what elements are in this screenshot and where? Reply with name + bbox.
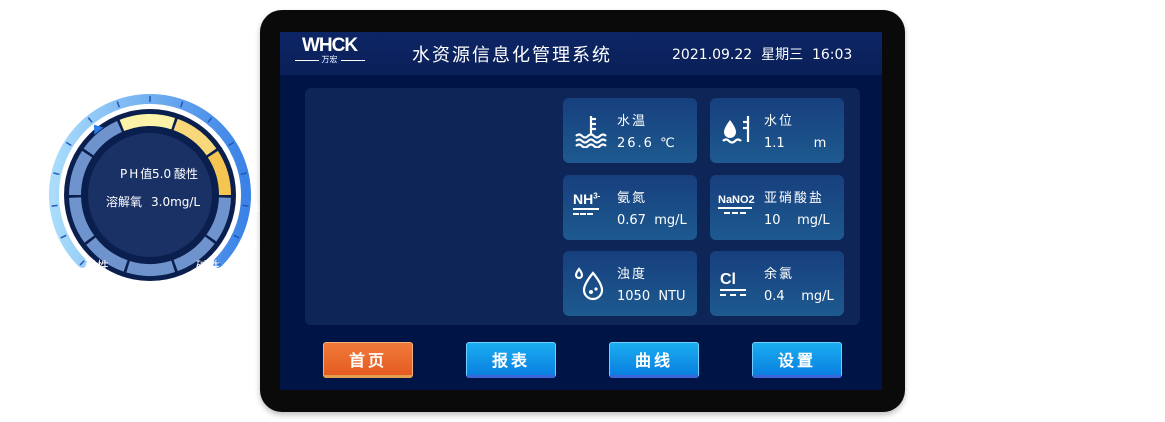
scale-tick-label: 4 [52, 129, 60, 143]
scale-tick-label: 12 [253, 200, 260, 214]
scale-tick-label: 0 [68, 266, 76, 280]
ph-label: PH值 [120, 166, 154, 181]
scale-tick-label: 10 [236, 129, 251, 143]
gauge-segment [207, 150, 231, 196]
scale-tick-label: 13 [242, 236, 257, 250]
scale-tick [242, 204, 249, 207]
gauge-segment [86, 237, 128, 272]
scale-tick-label: 11 [251, 163, 260, 177]
gauge-segment [173, 236, 215, 272]
date: 2021.09.22 [672, 47, 753, 63]
scale-tick [215, 260, 221, 266]
scale-tick-label: 5 [77, 101, 85, 115]
nh3-icon: NH3- [573, 191, 609, 227]
gauge-segment [126, 260, 176, 276]
nav-report-button[interactable]: 报表 [466, 342, 556, 378]
scale-tick [87, 117, 93, 123]
ph-state: 酸性 [174, 166, 198, 181]
scale-tick-label: 9 [215, 101, 223, 115]
card-water-level: 水位 1.1 m [710, 98, 844, 163]
time: 16:03 [811, 47, 853, 63]
card-residual-chlorine: Cl 余氯 0.4 mg/L [710, 251, 844, 316]
card-ammonia: NH3- 氨氮 0.67 mg/L [563, 175, 697, 240]
gauge-segment [119, 114, 176, 132]
scale-tick [65, 141, 72, 147]
chlorine-icon: Cl [720, 271, 756, 307]
gauge-segment [69, 197, 95, 243]
gauge-segment [69, 150, 93, 196]
alkaline-label: 碱性 [196, 259, 220, 273]
do-value: 3.0mg/L [151, 195, 200, 209]
scale-tick-label: 3 [38, 163, 46, 177]
scale-tick [51, 204, 58, 207]
nav-home-button[interactable]: 首页 [323, 342, 413, 378]
scale-tick-label: 1 [46, 236, 54, 250]
scale-tick [116, 101, 120, 108]
scale-tick [207, 117, 213, 123]
turbidity-drops-icon [574, 267, 604, 301]
scale-tick-label: 14 [221, 266, 236, 280]
ph-value: 5.0 [152, 167, 171, 181]
scale-tick-label: 7 [146, 77, 154, 91]
datetime: 2021.09.22 星期三 16:03 [672, 44, 852, 64]
logo: WHCK 万宏 [292, 36, 367, 66]
header: WHCK 万宏 水资源信息化管理系统 2021.09.22 星期三 16:03 [280, 32, 882, 75]
acid-label: 酸性 [85, 258, 109, 273]
scale-tick-label: 2 [36, 200, 44, 214]
card-turbidity: 浊度 1050 NTU [563, 251, 697, 316]
gauge-segment [83, 121, 123, 156]
scale-tick [240, 172, 247, 176]
do-label: 溶解氧 [106, 194, 142, 209]
scale-tick-label: 8 [183, 83, 191, 97]
ph-pointer [93, 124, 104, 135]
scale-tick [79, 260, 85, 266]
gauge-segment [206, 197, 231, 242]
water-level-icon [722, 116, 750, 144]
page-title: 水资源信息化管理系统 [412, 45, 612, 66]
thermometer-water-icon [575, 116, 607, 148]
scale-tick [233, 234, 240, 239]
ph-gauge: 01234567891011121314 PH值 5.0 酸性 溶解氧 3.0m… [36, 77, 260, 281]
card-water-temp: 水温 26.6 ℃ [563, 98, 697, 163]
nav-curve-button[interactable]: 曲线 [609, 342, 699, 378]
nano2-icon: NaNO2 [718, 194, 760, 230]
scale-tick [60, 234, 67, 239]
scale-tick-label: 6 [110, 83, 118, 97]
scale-tick [53, 172, 60, 176]
card-nitrite: NaNO2 亚硝酸盐 10 mg/L [710, 175, 844, 240]
nav-settings-button[interactable]: 设置 [752, 342, 842, 378]
scale-tick [180, 101, 184, 108]
weekday: 星期三 [761, 47, 804, 63]
gauge-segment [173, 118, 217, 156]
screen: WHCK 万宏 水资源信息化管理系统 2021.09.22 星期三 16:03 … [280, 32, 882, 390]
gauge-center [88, 133, 212, 257]
scale-tick [228, 141, 235, 147]
